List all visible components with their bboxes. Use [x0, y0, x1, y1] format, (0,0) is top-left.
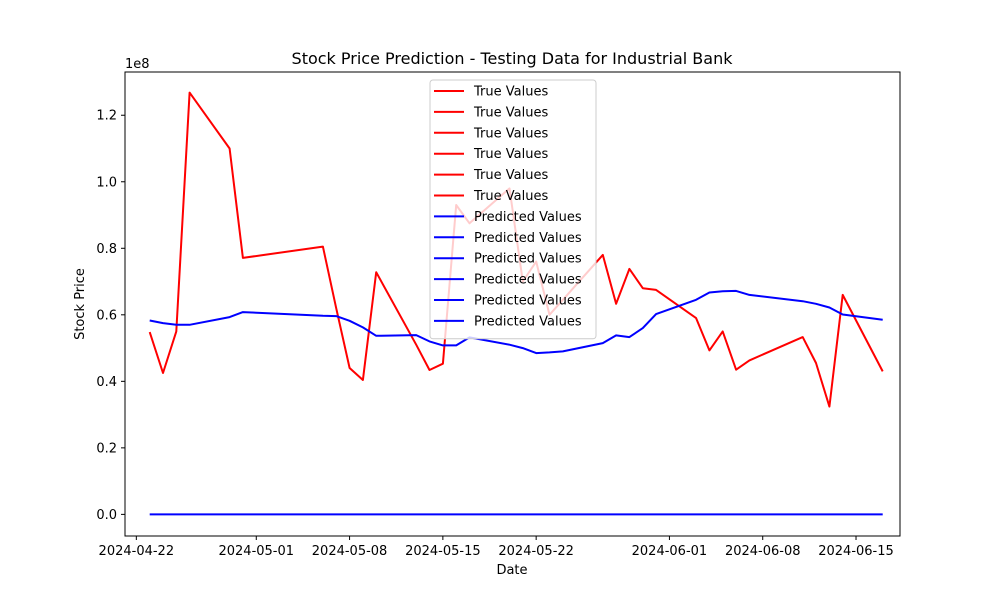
plot-frame	[124, 71, 901, 537]
y-tick-label: 1.2	[96, 109, 117, 124]
legend-label: True Values	[473, 126, 548, 141]
x-axis: 2024-04-22 2024-05-01 2024-05-08 2024-05-15…	[99, 536, 894, 559]
legend-label: Predicted Values	[474, 294, 582, 309]
x-tick-label: 2024-06-15	[818, 544, 894, 559]
y-tick-label: 0.4	[96, 375, 117, 390]
x-tick-label: 2024-06-08	[725, 544, 801, 559]
legend-label: Predicted Values	[474, 314, 582, 329]
x-tick-label: 2024-05-01	[218, 544, 294, 559]
legend-label: Predicted Values	[474, 231, 582, 246]
y-axis-title: Stock Price	[73, 268, 88, 340]
x-axis-title: Date	[496, 563, 527, 578]
legend-label: True Values	[473, 147, 548, 162]
x-tick-label: 2024-05-08	[312, 544, 388, 559]
legend-label: Predicted Values	[474, 273, 582, 288]
legend-label: True Values	[473, 189, 548, 204]
legend-label: Predicted Values	[474, 210, 582, 225]
y-tick-label: 0.8	[96, 242, 117, 257]
series-line-1	[149, 289, 883, 355]
legend-label: Predicted Values	[474, 252, 582, 267]
legend-label: True Values	[473, 168, 548, 183]
legend-box	[429, 79, 597, 340]
x-tick-label: 2024-04-22	[99, 544, 175, 559]
y-axis: 0.0 0.2 0.4 0.6 0.8 1.0 1.2	[96, 109, 125, 523]
x-tick-label: 2024-06-01	[632, 544, 708, 559]
y-tick-label: 0.2	[96, 441, 117, 456]
y-tick-label: 1.0	[96, 175, 117, 190]
x-tick-label: 2024-05-15	[405, 544, 481, 559]
y-offset-label: 1e8	[125, 57, 150, 72]
legend-label: True Values	[473, 105, 548, 120]
x-tick-label: 2024-05-22	[498, 544, 574, 559]
legend-label: True Values	[473, 85, 548, 100]
y-tick-label: 0.0	[96, 508, 117, 523]
y-tick-label: 0.6	[96, 308, 117, 323]
chart-title: Stock Price Prediction - Testing Data fo…	[292, 49, 734, 68]
legend: True Values True Values True Values True Va…	[429, 79, 597, 340]
